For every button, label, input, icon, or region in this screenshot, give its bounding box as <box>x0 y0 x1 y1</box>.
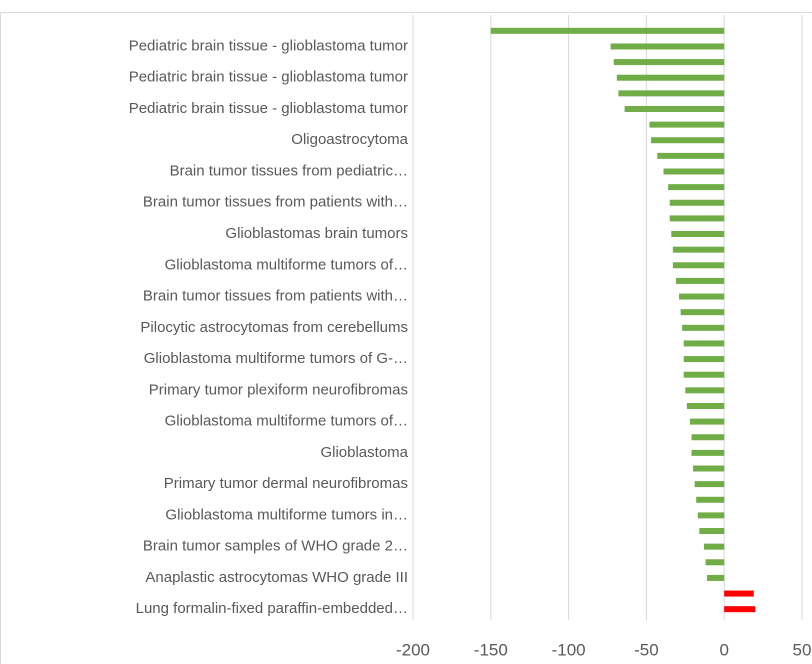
x-tick-label: -200 <box>396 640 430 659</box>
y-tick-label: Brain tumor tissues from patients with… <box>143 194 408 211</box>
bar <box>703 543 725 550</box>
bar <box>651 137 725 144</box>
x-tick-label: 0 <box>719 640 728 659</box>
bar <box>693 465 725 472</box>
bar <box>668 184 725 191</box>
y-tick-label: Lung formalin-fixed paraffin-embedded… <box>136 600 408 617</box>
y-tick-label: Oligoastrocytoma <box>291 131 408 148</box>
y-tick-label: Primary tumor plexiform neurofibromas <box>149 381 408 398</box>
bar <box>686 402 725 409</box>
bar <box>691 434 725 441</box>
bar <box>613 59 725 66</box>
bar <box>610 43 725 50</box>
bar <box>724 590 754 597</box>
y-tick-label: Primary tumor dermal neurofibromas <box>164 475 408 492</box>
y-tick-label: Glioblastoma multiforme tumors of G-… <box>144 350 408 367</box>
y-tick-label: Glioblastoma <box>320 444 408 461</box>
chart-frame <box>0 12 812 664</box>
x-tick-label: -100 <box>552 640 586 659</box>
bar <box>657 152 725 159</box>
y-tick-label: Brain tumor samples of WHO grade 2… <box>143 538 408 555</box>
bar <box>689 418 725 425</box>
bar <box>490 27 725 34</box>
bar <box>624 105 725 112</box>
y-tick-label: Pilocytic astrocytomas from cerebellums <box>140 319 408 336</box>
bar <box>649 121 725 128</box>
bar <box>663 168 725 175</box>
bar <box>699 528 725 535</box>
bar <box>618 90 725 97</box>
bar <box>680 309 725 316</box>
bar <box>671 231 725 238</box>
bar <box>679 293 725 300</box>
bar <box>669 215 725 222</box>
bar <box>707 574 725 581</box>
bar <box>672 246 725 253</box>
x-tick-label: -50 <box>634 640 659 659</box>
bar <box>683 356 725 363</box>
bar <box>675 277 725 284</box>
y-tick-label: Pediatric brain tissue - glioblastoma tu… <box>129 37 408 54</box>
bar <box>705 559 725 566</box>
y-tick-label: Anaplastic astrocytomas WHO grade III <box>145 569 408 586</box>
y-tick-label: Glioblastoma multiforme tumors in… <box>165 506 408 523</box>
y-tick-label: Glioblastoma multiforme tumors of… <box>165 413 408 430</box>
bar <box>724 606 756 613</box>
bar <box>682 324 725 331</box>
bar <box>691 449 725 456</box>
y-tick-label: Pediatric brain tissue - glioblastoma tu… <box>129 69 408 86</box>
y-tick-label: Glioblastoma multiforme tumors of… <box>165 256 408 273</box>
y-tick-label: Brain tumor tissues from patients with… <box>143 288 408 305</box>
bar <box>697 512 725 519</box>
bar <box>683 371 725 378</box>
bar <box>616 74 725 81</box>
bar <box>683 340 725 347</box>
bar <box>696 496 725 503</box>
bar <box>672 262 725 269</box>
x-tick-label: -150 <box>474 640 508 659</box>
x-tick-label: 50 <box>793 640 812 659</box>
bar <box>685 387 725 394</box>
bar <box>669 199 725 206</box>
y-tick-label: Brain tumor tissues from pediatric… <box>170 162 408 179</box>
y-tick-label: Glioblastomas brain tumors <box>225 225 408 242</box>
bar <box>694 481 725 488</box>
y-tick-label: Pediatric brain tissue - glioblastoma tu… <box>129 100 408 117</box>
